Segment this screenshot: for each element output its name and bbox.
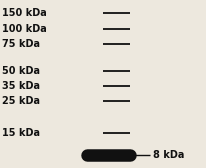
Text: 8 kDa: 8 kDa [153,150,185,160]
Text: 25 kDa: 25 kDa [2,96,40,106]
Text: 75 kDa: 75 kDa [2,39,40,49]
Text: 15 kDa: 15 kDa [2,128,40,138]
Text: 50 kDa: 50 kDa [2,66,40,76]
Text: 150 kDa: 150 kDa [2,8,47,18]
Text: 100 kDa: 100 kDa [2,24,47,34]
Text: 35 kDa: 35 kDa [2,81,40,91]
